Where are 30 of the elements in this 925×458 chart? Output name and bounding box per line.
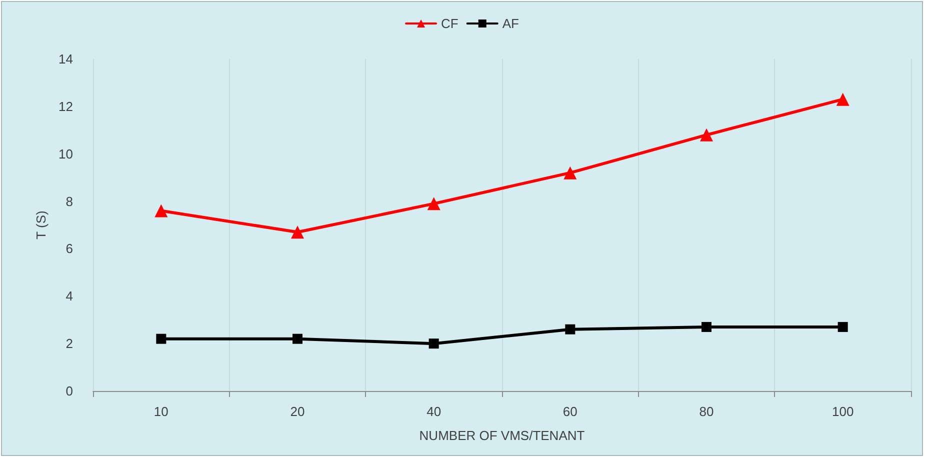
point — [428, 338, 439, 349]
point — [838, 322, 848, 332]
y-tick-label: 8 — [66, 194, 73, 209]
legend-label: AF — [502, 16, 520, 31]
y-tick-label: 12 — [58, 98, 73, 114]
x-tick-label: 60 — [562, 404, 578, 419]
y-tick-label: 0 — [66, 384, 73, 398]
point — [564, 166, 577, 180]
y-tick-label: 14 — [58, 52, 73, 66]
point — [292, 334, 302, 344]
y-tick-label: 4 — [66, 288, 73, 304]
point — [427, 197, 440, 210]
point — [156, 334, 166, 344]
legend-label: CF — [441, 16, 458, 31]
x-tick-label: 10 — [154, 404, 168, 419]
x-tick-label: 40 — [426, 404, 442, 419]
y-tick-label: 6 — [66, 241, 73, 256]
point — [291, 226, 304, 239]
point — [700, 128, 713, 142]
y-tick-label: 10 — [58, 146, 73, 162]
y-tick-label: 2 — [66, 336, 73, 352]
x-tick-label: 80 — [699, 404, 714, 419]
y-axis-title: T (S) — [34, 210, 49, 240]
x-tick-label: 100 — [832, 404, 854, 419]
point — [154, 204, 168, 218]
x-tick-label: 20 — [290, 404, 305, 419]
point — [836, 92, 850, 106]
point — [702, 322, 712, 332]
x-axis-title: NUMBER OF VMS/TENANT — [419, 428, 585, 443]
point — [565, 324, 576, 334]
